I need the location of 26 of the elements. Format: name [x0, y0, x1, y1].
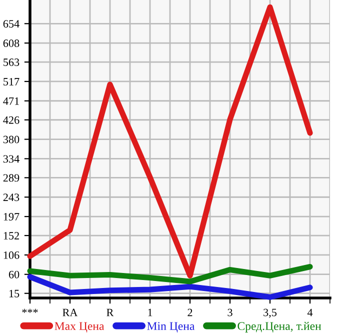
y-tick-label: 471	[3, 97, 19, 105]
y-tick-label: 426	[3, 116, 20, 124]
y-tick-label: 106	[4, 251, 20, 259]
y-tick-label: 334	[3, 155, 20, 163]
x-tick-label: R	[106, 308, 114, 316]
y-tick-label: 654	[3, 20, 20, 28]
x-tick-label: 2	[188, 308, 192, 316]
x-tick-label: 3	[228, 308, 232, 316]
x-tick-label: 3,5	[264, 308, 277, 318]
y-tick-label: 197	[4, 213, 20, 220]
x-tick-label: 4	[307, 308, 313, 316]
legend-label: Min Цена	[147, 322, 195, 332]
y-tick-label: 60	[8, 270, 20, 278]
y-tick-label: 608	[3, 40, 20, 48]
x-tick-label: 1	[148, 308, 152, 316]
y-tick-label: 152	[4, 232, 19, 240]
y-tick-label: 517	[4, 78, 20, 86]
y-tick-label: 243	[3, 194, 20, 202]
legend-label: Сред.Цена, т.йен	[238, 322, 322, 332]
x-tick-label: RA	[62, 308, 78, 316]
y-tick-label: 15	[9, 290, 20, 298]
y-tick-label: 289	[3, 174, 20, 182]
y-tick-label: 380	[3, 136, 20, 144]
y-tick-label: 563	[4, 58, 20, 66]
x-tick-label: ***	[22, 308, 38, 313]
legend-label: Max Цена	[54, 322, 104, 332]
